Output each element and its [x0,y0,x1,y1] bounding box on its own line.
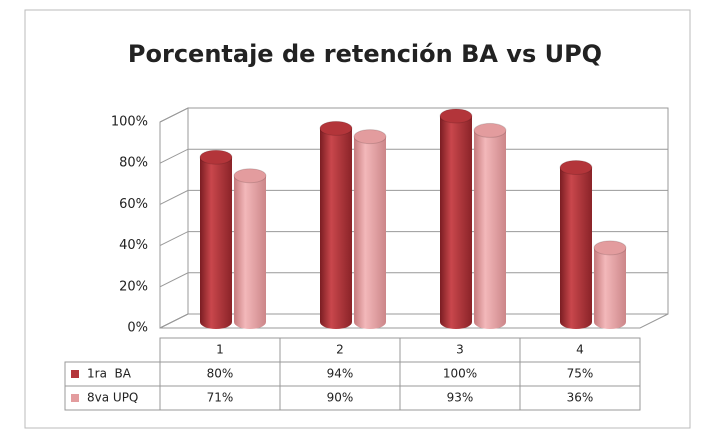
y-tick-label: 100% [111,115,148,130]
table-value: 75% [567,367,594,381]
bar-top [353,129,387,145]
bar [320,128,352,322]
y-tick-label: 60% [119,197,148,212]
grid-line [159,107,668,123]
legend-label: 8va UPQ [87,391,138,405]
bar-top [439,108,473,124]
table-value: 80% [207,367,234,381]
bar [440,116,472,322]
grid-line [159,189,668,205]
side-wall [159,107,189,329]
chart-title: Porcentaje de retención BA vs UPQ [128,40,602,68]
legend-swatch [71,394,79,402]
x-tick-label: 3 [456,343,464,357]
bar-top [233,168,267,184]
table-value: 93% [447,391,474,405]
table-value: 94% [327,367,354,381]
bar-top [319,120,353,136]
bar [234,175,266,322]
grid-line [159,313,668,329]
table-value: 100% [443,367,477,381]
bar-top [559,160,593,175]
table-value: 90% [327,391,354,405]
bar-top [593,240,627,256]
bar [200,157,232,322]
grid-line [159,148,668,164]
x-tick-label: 1 [216,343,224,357]
bar [474,130,506,322]
legend-label: 1ra BA [87,367,132,381]
x-tick-label: 2 [336,343,344,357]
bar-top [199,149,233,165]
table-value: 36% [567,391,594,405]
y-tick-label: 0% [127,321,148,336]
y-tick-label: 20% [119,279,148,294]
bar-top [473,122,507,138]
y-tick-label: 80% [119,156,148,171]
bar [354,136,386,322]
bar [560,167,592,322]
grid-line [159,231,668,247]
table-value: 71% [207,391,234,405]
legend-swatch [71,370,79,378]
x-tick-label: 4 [576,343,584,357]
bar [594,247,626,322]
y-tick-label: 40% [119,238,148,253]
grid-line [159,272,668,288]
